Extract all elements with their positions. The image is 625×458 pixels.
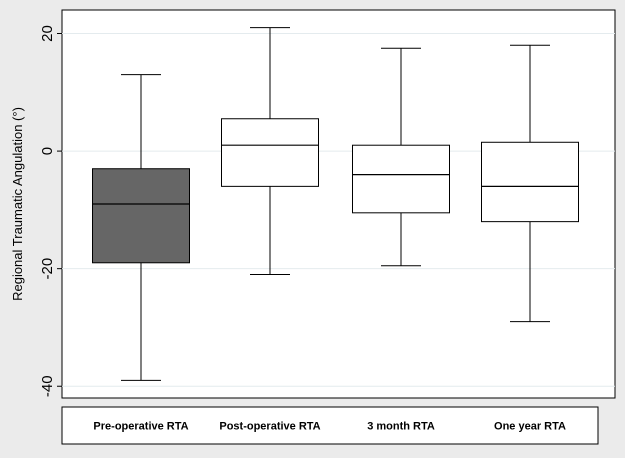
box-iqr (92, 168, 190, 264)
category-label: Pre-operative RTA (93, 421, 188, 433)
category-label: 3 month RTA (367, 421, 435, 433)
y-axis: -40 -20 0 20 (39, 25, 62, 397)
box-4 (481, 44, 579, 323)
category-label: Post-operative RTA (219, 421, 320, 433)
y-tick-label: 0 (39, 147, 56, 155)
y-tick-label: -20 (39, 258, 56, 280)
box-1 (92, 74, 190, 381)
category-label: One year RTA (494, 421, 566, 433)
box-iqr (481, 141, 579, 223)
box-iqr (352, 144, 450, 214)
category-labels: Pre-operative RTA Post-operative RTA 3 mon… (93, 421, 566, 433)
y-tick-label: 20 (39, 25, 56, 42)
y-tick-label: -40 (39, 375, 56, 397)
box-2 (221, 27, 319, 276)
box-iqr (221, 118, 319, 187)
y-axis-title: Regional Traumatic Angulation (°) (10, 107, 25, 301)
box-3 (352, 47, 450, 267)
category-legend-box (61, 406, 599, 445)
boxes (92, 27, 579, 381)
